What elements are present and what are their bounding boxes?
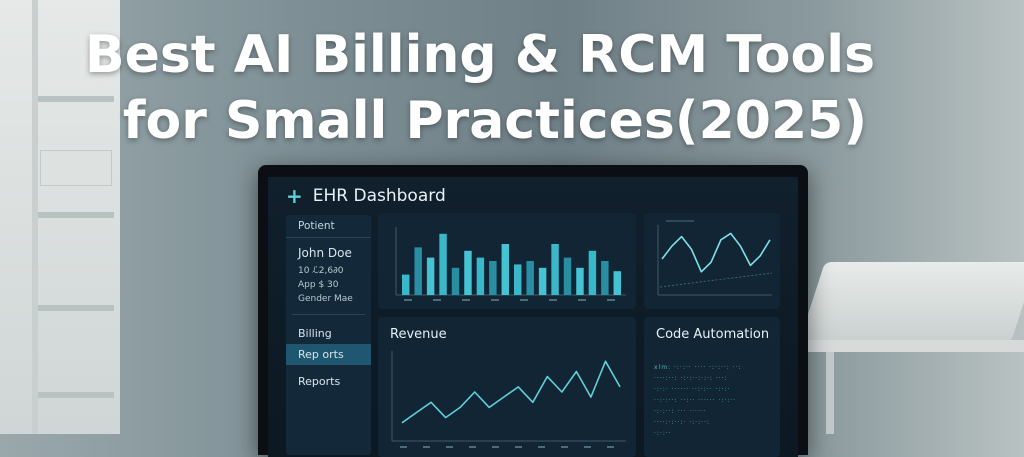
app-title-label: EHR Dashboard (312, 186, 446, 206)
ehr-dashboard-screen: + EHR Dashboard Potient John Doe 10 ℒ2,6… (268, 177, 798, 457)
headline: Best AI Billing & RCM Tools for Small Pr… (0, 22, 960, 154)
background-shelf (0, 0, 120, 434)
sidebar-item-billing[interactable]: Billing (298, 327, 332, 340)
trend-chart-panel (644, 213, 780, 309)
revenue-title: Revenue (390, 327, 447, 342)
code-line: xlm: ·:·:·· ···· ·:·:··: ··: (654, 364, 742, 371)
x-tick-label (515, 446, 522, 448)
sidebar-divider (292, 314, 365, 315)
bar (538, 267, 547, 295)
shelf-board (38, 305, 114, 311)
bar (514, 264, 522, 295)
headline-line-2: for Small Practices(2025) (122, 91, 868, 151)
x-tick-label (433, 299, 441, 301)
bar (451, 267, 460, 295)
bar (464, 250, 472, 295)
bar (426, 257, 435, 295)
x-tick-label (469, 446, 476, 448)
x-tick-label (561, 446, 568, 448)
x-tick-label (491, 299, 499, 301)
bar (563, 257, 572, 295)
bar (588, 250, 597, 295)
code-line: ····:·:··:· ·:·:··: (654, 419, 710, 426)
bar (439, 233, 447, 295)
sidebar-header: Potient (286, 215, 371, 238)
x-tick-label (584, 446, 591, 448)
trend-chart (657, 220, 773, 296)
x-tick-label (538, 446, 545, 448)
x-tick-label (492, 446, 499, 448)
code-line: ····:··: ·:·:··:·:·: ···: (654, 375, 728, 382)
bar (601, 261, 609, 295)
headline-line-1: Best AI Billing & RCM Tools (84, 25, 876, 85)
x-tick-label (578, 299, 586, 301)
patient-field: 10 ℒ2,6∂0 (298, 266, 344, 276)
x-tick-label (446, 446, 453, 448)
shelf-board (38, 96, 114, 102)
x-tick-label (423, 446, 430, 448)
sidebar-item-reports[interactable]: Reports (298, 375, 341, 388)
patient-name: John Doe (298, 246, 352, 260)
patient-sidebar: Potient John Doe 10 ℒ2,6∂0 App $ 30 Gend… (286, 215, 371, 455)
bar (414, 247, 422, 295)
bar (526, 261, 534, 295)
code-automation-panel: Code Automation xlm: ·:·:·· ···· ·:·:··:… (644, 317, 780, 457)
revenue-panel: Revenue (378, 317, 636, 457)
bar (501, 244, 510, 295)
bar (576, 267, 584, 295)
code-line: ·:·:· ······ ··:·:·· ·:·:· (654, 386, 731, 393)
shelf-board (38, 392, 114, 398)
x-tick-label (462, 299, 470, 301)
code-lines: xlm: ·:·:·· ···· ·:·:··: ··: ····:··: ·:… (654, 363, 772, 440)
x-tick-label (549, 299, 557, 301)
shelf-board (38, 212, 114, 218)
bar (402, 274, 410, 295)
code-line: ·:·:··: ··· ······ (654, 408, 707, 415)
code-line: ··:·:··: ··:·· ······ ·:·:·· (654, 397, 737, 404)
monitor: + EHR Dashboard Potient John Doe 10 ℒ2,6… (258, 165, 808, 457)
x-tick-label (607, 299, 615, 301)
x-tick-label (400, 446, 407, 448)
plus-icon: + (286, 184, 303, 208)
code-automation-title: Code Automation (656, 327, 770, 342)
x-tick-label (404, 299, 412, 301)
baseline-line (659, 272, 773, 288)
exam-table-base (800, 340, 1024, 352)
shelf-side (32, 0, 38, 434)
bar (476, 257, 485, 295)
app-title: + EHR Dashboard (286, 186, 446, 206)
patient-field: App $ 30 (298, 280, 339, 290)
exam-table (799, 262, 1024, 342)
revenue-line (401, 360, 621, 424)
exam-table-leg (826, 352, 834, 434)
revenue-chart (391, 351, 626, 448)
x-tick-label (607, 446, 614, 448)
trend-line (661, 232, 771, 273)
bar-chart (395, 227, 626, 301)
x-tick-label (520, 299, 528, 301)
patient-field: Gender Mae (298, 294, 353, 304)
shelf-box (40, 150, 112, 186)
bar (489, 261, 497, 295)
bar (613, 271, 622, 295)
sidebar-item-reports-active[interactable]: Rep orts (286, 344, 371, 365)
bar (551, 244, 559, 295)
bar-chart-panel (378, 213, 636, 309)
